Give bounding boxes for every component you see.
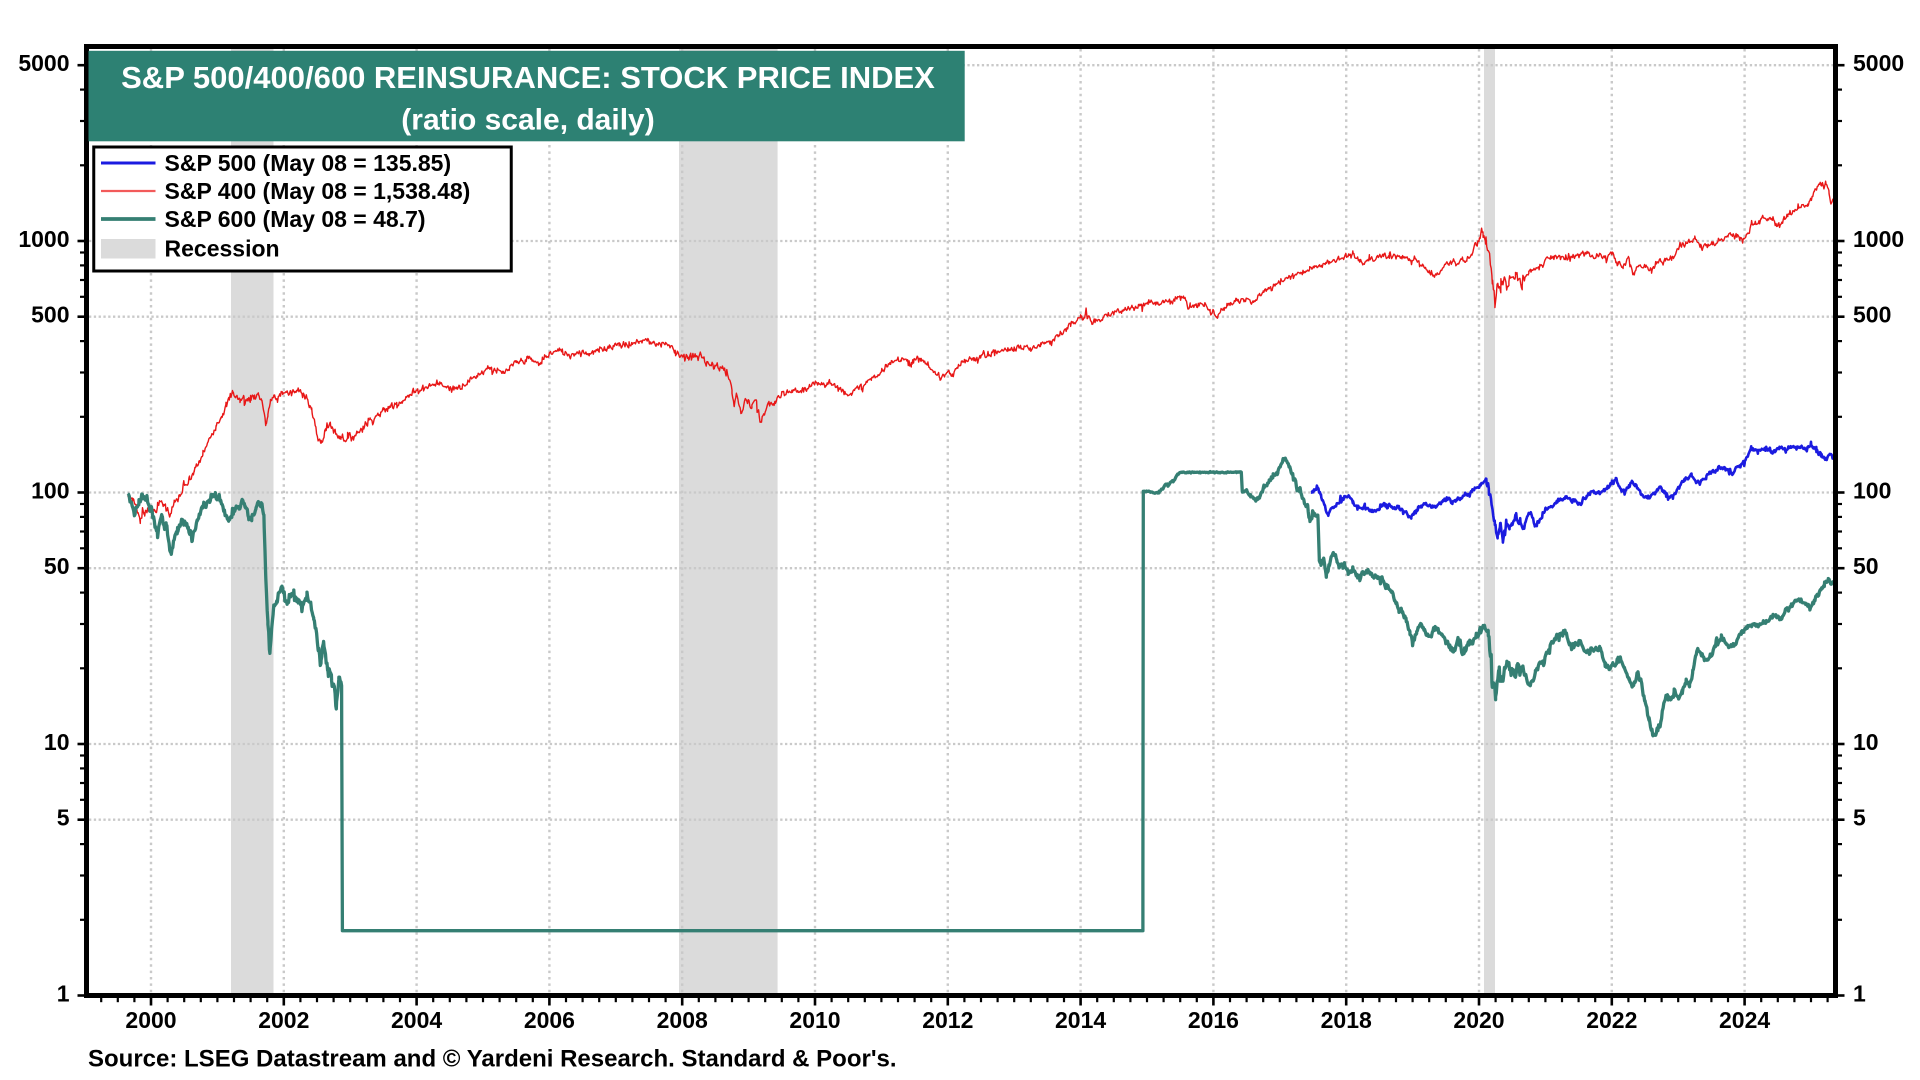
svg-text:2020: 2020 (1453, 1007, 1504, 1033)
svg-text:S&P 500/400/600 REINSURANCE: S: S&P 500/400/600 REINSURANCE: STOCK PRICE… (121, 60, 935, 95)
svg-text:100: 100 (31, 478, 69, 504)
svg-text:10: 10 (44, 729, 70, 755)
svg-text:50: 50 (44, 553, 70, 579)
svg-text:S&P 500 (May 08 = 135.85): S&P 500 (May 08 = 135.85) (165, 150, 452, 176)
svg-text:2008: 2008 (657, 1007, 708, 1033)
svg-text:10: 10 (1853, 729, 1879, 755)
svg-text:5000: 5000 (1853, 50, 1904, 76)
svg-text:500: 500 (31, 302, 69, 328)
svg-text:2006: 2006 (524, 1007, 575, 1033)
svg-text:S&P 600 (May 08 = 48.7): S&P 600 (May 08 = 48.7) (165, 206, 426, 232)
svg-text:Source: LSEG Datastream and ©: Source: LSEG Datastream and © Yardeni Re… (88, 1046, 897, 1073)
svg-text:2004: 2004 (391, 1007, 442, 1033)
svg-text:500: 500 (1853, 302, 1891, 328)
svg-text:(ratio scale, daily): (ratio scale, daily) (401, 103, 654, 136)
svg-text:2016: 2016 (1188, 1007, 1239, 1033)
svg-text:2002: 2002 (258, 1007, 309, 1033)
svg-text:1: 1 (57, 981, 70, 1007)
svg-text:5: 5 (57, 805, 70, 831)
svg-text:2014: 2014 (1055, 1007, 1106, 1033)
svg-text:Recession: Recession (165, 236, 280, 262)
svg-text:1: 1 (1853, 981, 1866, 1007)
svg-text:2010: 2010 (789, 1007, 840, 1033)
svg-text:5000: 5000 (18, 50, 69, 76)
svg-text:1000: 1000 (1853, 226, 1904, 252)
svg-text:2000: 2000 (125, 1007, 176, 1033)
svg-text:S&P 400 (May 08 = 1,538.48): S&P 400 (May 08 = 1,538.48) (165, 178, 471, 204)
svg-text:2022: 2022 (1586, 1007, 1637, 1033)
svg-text:2012: 2012 (922, 1007, 973, 1033)
svg-text:50: 50 (1853, 553, 1879, 579)
svg-text:100: 100 (1853, 478, 1891, 504)
svg-text:5: 5 (1853, 805, 1866, 831)
svg-text:1000: 1000 (18, 226, 69, 252)
svg-text:2024: 2024 (1719, 1007, 1770, 1033)
svg-text:2018: 2018 (1321, 1007, 1372, 1033)
